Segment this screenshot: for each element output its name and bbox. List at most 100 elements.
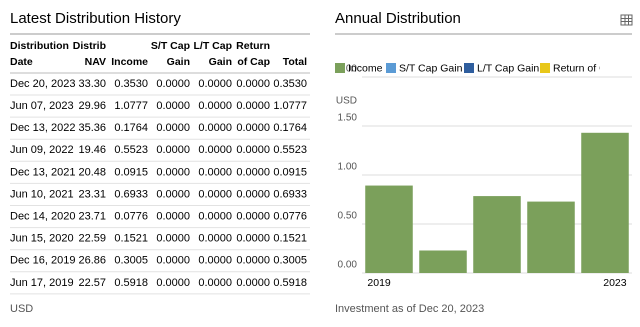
y-axis-label: USD (336, 96, 357, 107)
cell: 23.31 (78, 188, 106, 200)
cell: 0.0776 (114, 211, 148, 223)
cell: 0.0000 (156, 78, 190, 90)
cell: 0.0000 (236, 122, 270, 134)
chart-title: Annual Distribution (335, 10, 461, 27)
cell: 33.30 (78, 78, 106, 90)
cell: 26.86 (78, 255, 106, 267)
cell: 0.5918 (273, 277, 307, 289)
cell: 0.0000 (198, 78, 232, 90)
legend-swatch (335, 63, 345, 73)
cell: 0.3005 (114, 255, 148, 267)
cell: 0.0000 (198, 277, 232, 289)
cell: Dec 13, 2021 (10, 166, 75, 178)
cell: Dec 20, 2023 (10, 78, 75, 90)
cell: 1.0777 (114, 100, 148, 112)
table-icon[interactable] (620, 14, 633, 26)
column-header: Distribution (10, 40, 69, 52)
bar (581, 132, 629, 273)
legend-label: Return of Capital (553, 62, 632, 74)
cell: Jun 07, 2023 (10, 100, 74, 112)
column-header: Distrib (73, 40, 106, 52)
legend: Income S/T Cap Gain L/T Cap Gain Return of … (335, 62, 632, 74)
legend-label: S/T Cap Gain (399, 62, 463, 74)
cell: 0.0000 (236, 277, 270, 289)
column-header: NAV (85, 56, 106, 68)
legend-label: Income (348, 62, 383, 74)
legend-label: L/T Cap Gain (477, 62, 539, 74)
column-header: L/T Cap (194, 40, 233, 52)
table-footnote: USD (10, 303, 33, 315)
cell: 0.0000 (198, 166, 232, 178)
cell: 0.0000 (236, 144, 270, 156)
column-header: Return (236, 40, 270, 52)
column-header: Income (111, 56, 148, 68)
cell: 0.0000 (156, 277, 190, 289)
cell: 0.0000 (198, 144, 232, 156)
cell: 1.0777 (273, 100, 307, 112)
cell: 0.0000 (236, 233, 270, 245)
y-tick-label: 2.00 (338, 64, 358, 75)
y-tick-label: 0.50 (338, 211, 358, 222)
y-tick-label: 1.00 (338, 162, 358, 173)
cell: 19.46 (78, 144, 106, 156)
cell: 0.0000 (156, 100, 190, 112)
cell: 0.1764 (114, 122, 148, 134)
cell: 0.0000 (236, 100, 270, 112)
cell: 0.3005 (273, 255, 307, 267)
cell: Dec 14, 2020 (10, 211, 75, 223)
cell: 0.0915 (114, 166, 148, 178)
cell: 0.3530 (273, 78, 307, 90)
cell: 0.0915 (273, 166, 307, 178)
cell: Jun 17, 2019 (10, 277, 74, 289)
bar (419, 250, 467, 273)
cell: Jun 10, 2021 (10, 188, 74, 200)
cell: 0.0000 (236, 78, 270, 90)
cell: 0.0000 (198, 122, 232, 134)
cell: 0.0000 (156, 255, 190, 267)
cell: 0.0000 (198, 100, 232, 112)
cell: 0.1521 (273, 233, 307, 245)
icon-frame[interactable] (620, 14, 633, 26)
column-header: Gain (209, 56, 232, 68)
cell: 0.0000 (198, 233, 232, 245)
cell: 0.0000 (198, 255, 232, 267)
y-tick-label: 0.00 (338, 260, 358, 271)
legend-swatch (464, 63, 474, 73)
cell: 0.0776 (273, 211, 307, 223)
bar (365, 185, 413, 273)
cell: 0.0000 (156, 233, 190, 245)
cell: 0.0000 (236, 166, 270, 178)
cell: 0.0000 (156, 122, 190, 134)
cell: 29.96 (78, 100, 106, 112)
x-tick-label: 2019 (367, 277, 391, 289)
column-header: Total (283, 56, 307, 68)
cell: 0.5523 (273, 144, 307, 156)
cell: 35.36 (78, 122, 106, 134)
cell: 0.5523 (114, 144, 148, 156)
y-tick-label: 1.50 (338, 113, 358, 124)
column-header: of Cap (237, 56, 270, 68)
column-header: S/T Cap (151, 40, 190, 52)
table-title: Latest Distribution History (10, 10, 181, 27)
cell: 22.57 (78, 277, 106, 289)
cell: 0.5918 (114, 277, 148, 289)
cell: 0.6933 (273, 188, 307, 200)
x-tick-label: 2023 (603, 277, 627, 289)
cell: 0.1764 (273, 122, 307, 134)
bar (473, 196, 521, 273)
cell: 0.0000 (198, 188, 232, 200)
cell: 0.0000 (156, 188, 190, 200)
chart-footnote: Investment as of Dec 20, 2023 (335, 303, 484, 315)
cell: 22.59 (78, 233, 106, 245)
cell: 0.0000 (236, 255, 270, 267)
cell: 0.0000 (236, 188, 270, 200)
cell: Dec 13, 2022 (10, 122, 75, 134)
cell: Jun 15, 2020 (10, 233, 74, 245)
cell: 0.1521 (114, 233, 148, 245)
cell: 0.0000 (156, 166, 190, 178)
cell: 0.0000 (156, 211, 190, 223)
cell: 0.6933 (114, 188, 148, 200)
cell: 0.0000 (198, 211, 232, 223)
cell: 23.71 (78, 211, 106, 223)
